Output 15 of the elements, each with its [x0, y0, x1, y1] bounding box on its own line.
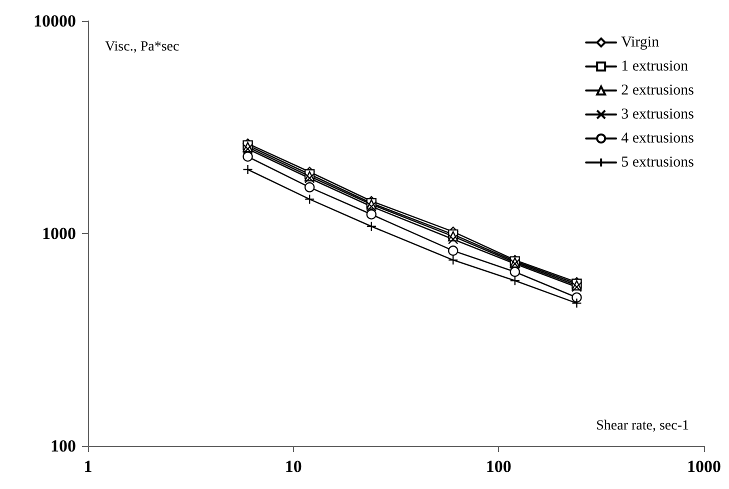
y-tick-label: 100	[50, 436, 76, 456]
x-tick-label: 10	[284, 457, 302, 476]
legend-label: 2 extrusions	[621, 82, 694, 98]
legend-label: 5 extrusions	[621, 154, 694, 170]
x-tick-label: 1000	[687, 457, 721, 476]
x-axis-title: Shear rate, sec-1	[596, 418, 690, 434]
legend-label: 4 extrusions	[621, 130, 694, 146]
y-axis-title: Visc., Pa*sec	[105, 40, 180, 54]
y-tick-label: 1000	[42, 224, 76, 243]
x-tick-label: 100	[486, 457, 512, 476]
legend-label: 1 extrusion	[621, 58, 689, 74]
y-tick-label: 10000	[34, 12, 76, 30]
legend-label: 3 extrusions	[621, 106, 694, 122]
legend-label: Virgin	[621, 34, 660, 50]
x-tick-label: 1	[84, 457, 92, 476]
